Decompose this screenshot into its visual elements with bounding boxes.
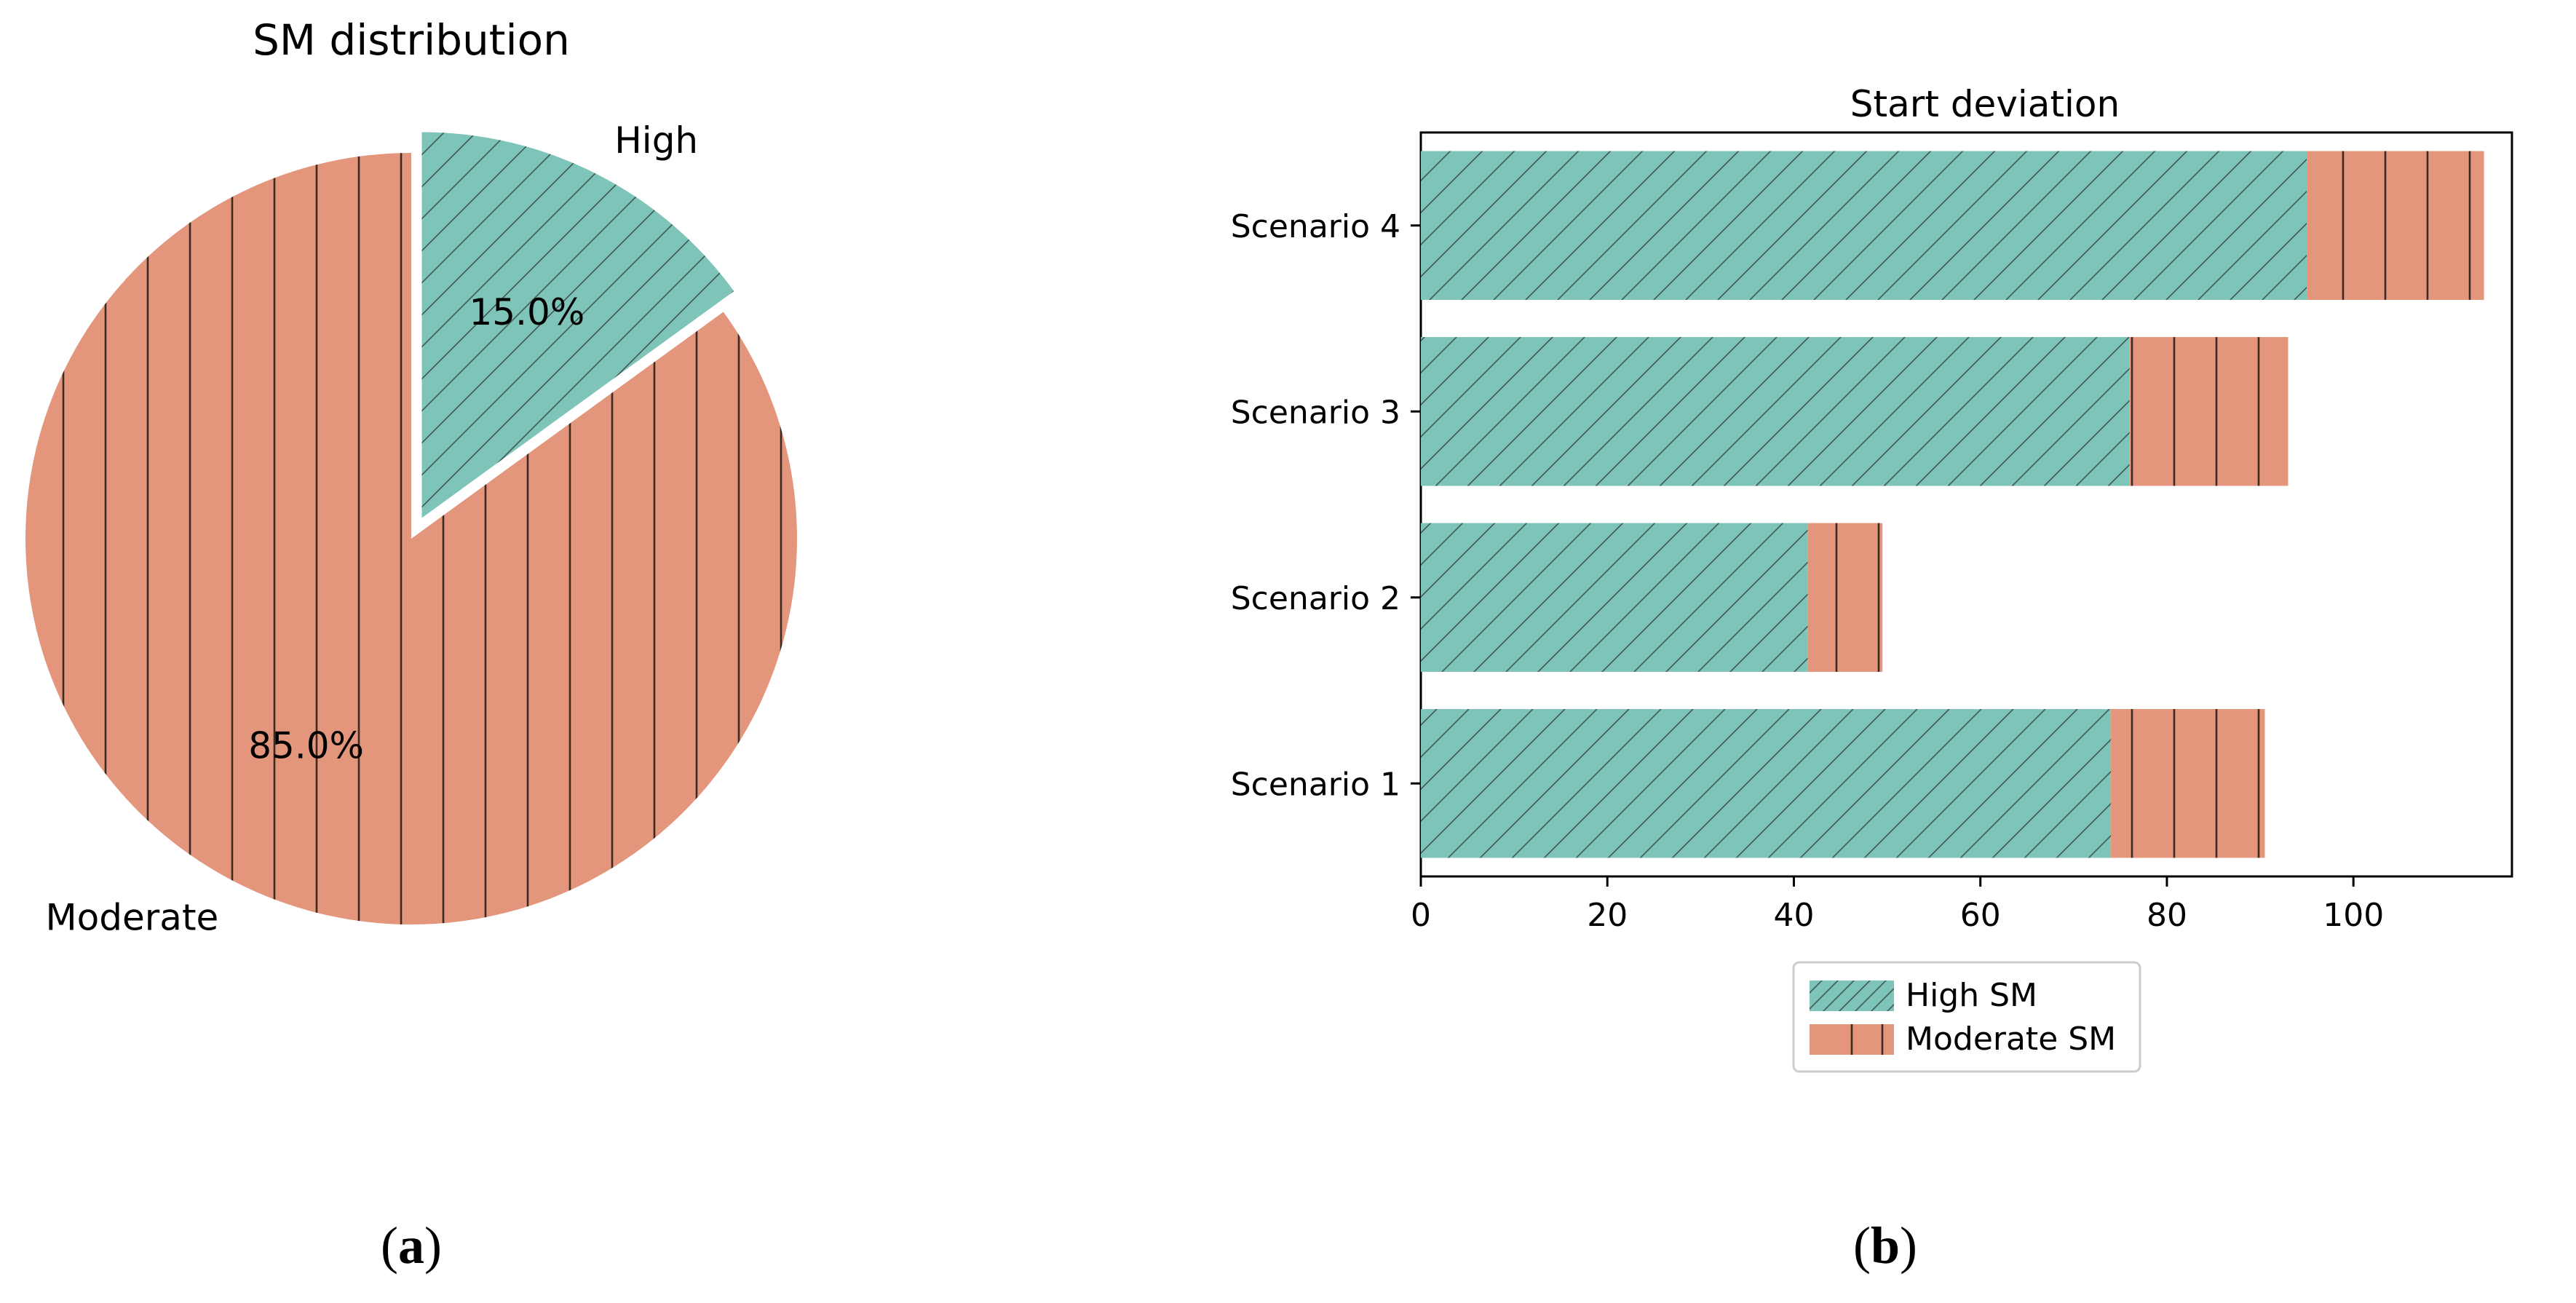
bar-scenario-2-moderate-sm: [1807, 523, 1883, 672]
y-tick-label-scenario-1: Scenario 1: [1231, 766, 1400, 803]
panel-label-a-open: (: [381, 1216, 398, 1275]
plot-area-frame: [1419, 131, 2513, 878]
panel-label-a-letter: a: [398, 1216, 424, 1275]
y-tick-label-scenario-4: Scenario 4: [1231, 208, 1400, 245]
legend-label-high-sm: High SM: [1906, 977, 2037, 1014]
bar-scenario-2-high-sm: [1421, 523, 1808, 672]
pie-chart-panel: SM distribution 15.0% High 85.0% Moderate (…: [25, 15, 797, 1275]
panel-label-b-close: ): [1900, 1216, 1917, 1275]
pie-pct-label-moderate: 85.0%: [248, 724, 364, 767]
panel-label-b-letter: b: [1871, 1216, 1900, 1275]
x-axis: 0 20 40 60 80 100: [1411, 876, 2384, 934]
x-tick-label-0: 0: [1411, 897, 1431, 934]
legend-swatch-high-sm: [1810, 981, 1894, 1011]
pie-labels: 15.0% High 85.0% Moderate: [46, 119, 699, 938]
panel-label-a: (a): [381, 1216, 442, 1275]
pie-title: SM distribution: [253, 15, 570, 65]
y-axis: Scenario 1 Scenario 2 Scenario 3 Scenario 4: [1231, 208, 1421, 803]
pie-slice-moderate: [25, 153, 797, 925]
panel-label-a-close: ): [424, 1216, 442, 1275]
bar-scenario-4-moderate-sm: [2307, 151, 2484, 300]
bar-scenario-3-high-sm: [1421, 337, 2130, 486]
bar-scenario-1-high-sm: [1421, 709, 2112, 858]
bar-scenario-3-moderate-sm: [2129, 337, 2288, 486]
y-tick-label-scenario-2: Scenario 2: [1231, 580, 1400, 617]
x-tick-label-80: 80: [2147, 897, 2187, 934]
bar-scenario-4-high-sm: [1421, 151, 2307, 300]
pie-slice-high: [421, 132, 734, 518]
panel-label-b-open: (: [1853, 1216, 1871, 1275]
pie-slices: [25, 132, 797, 925]
x-tick-label-20: 20: [1587, 897, 1628, 934]
legend: High SM Moderate SM: [1792, 961, 2141, 1073]
y-tick-label-scenario-3: Scenario 3: [1231, 394, 1400, 431]
x-tick-label-60: 60: [1960, 897, 2001, 934]
pie-pct-label-high: 15.0%: [469, 291, 584, 333]
bar-scenario-1-moderate-sm: [2111, 709, 2265, 858]
legend-swatch-moderate-sm-hatch: [1850, 1024, 1884, 1055]
panel-label-b: (b): [1853, 1216, 1917, 1275]
legend-label-moderate-sm: Moderate SM: [1906, 1021, 2116, 1058]
pie-category-label-moderate: Moderate: [46, 896, 219, 938]
x-tick-label-40: 40: [1773, 897, 1814, 934]
x-tick-label-100: 100: [2323, 897, 2384, 934]
pie-category-label-high: High: [614, 119, 698, 162]
bar-marks: [1421, 151, 2484, 858]
bar-title: Start deviation: [1850, 83, 2120, 125]
